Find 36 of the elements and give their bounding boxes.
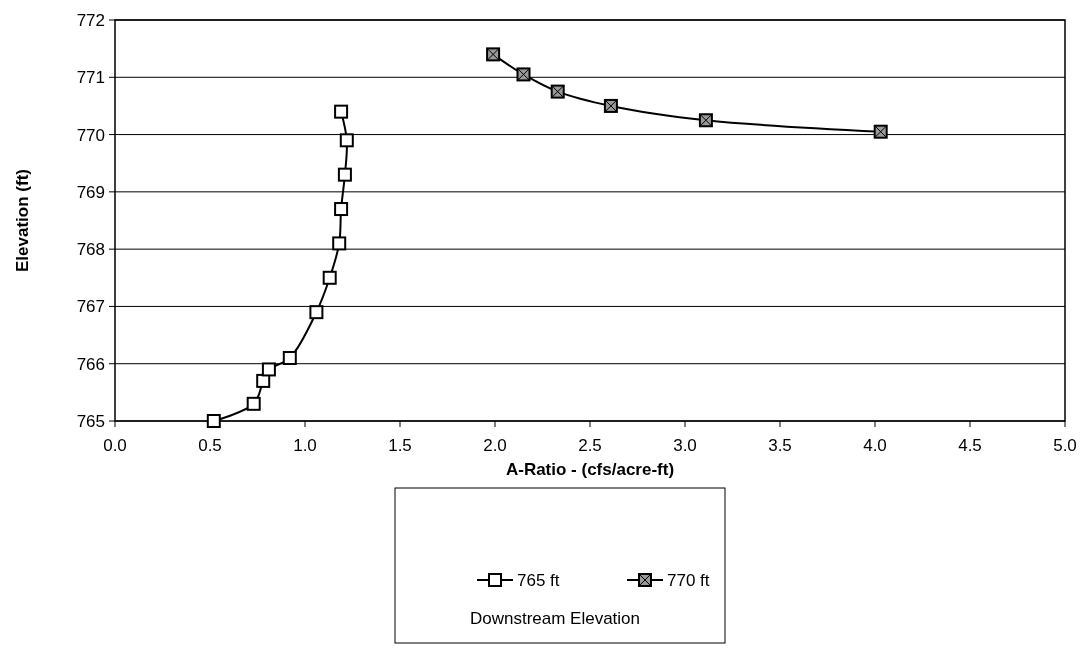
x-tick-label: 2.5: [578, 436, 602, 455]
x-tick-label: 3.5: [768, 436, 792, 455]
y-tick-label: 772: [76, 10, 105, 30]
y-tick-label: 768: [76, 240, 105, 260]
legend-title: Downstream Elevation: [469, 609, 641, 628]
x-axis-title: A-Ratio - (cfs/acre-ft): [505, 460, 675, 479]
legend-label: 770 ft: [667, 570, 710, 590]
y-tick-label: 766: [76, 354, 105, 374]
x-tick-label: 0.5: [198, 436, 222, 455]
point: [246, 396, 261, 411]
x-tick-label: 4.5: [958, 436, 982, 455]
x-tick-label: 5.0: [1053, 436, 1077, 455]
x-tick-label: 1.0: [293, 436, 317, 455]
point: [322, 270, 337, 285]
y-tick-label: 771: [76, 68, 105, 88]
point: [256, 373, 271, 388]
y-axis-title: Elevation (ft): [13, 169, 32, 272]
point: [334, 104, 349, 119]
x-tick-label: 0.0: [103, 436, 127, 455]
legend-label: 765 ft: [517, 570, 560, 590]
point: [337, 167, 352, 182]
point: [309, 305, 324, 320]
point: [334, 202, 349, 217]
x-tick-label: 4.0: [863, 436, 887, 455]
y-tick-label: 765: [76, 411, 105, 431]
y-tick-label: 767: [76, 297, 105, 317]
point: [261, 362, 276, 377]
x-tick-label: 2.0: [483, 436, 507, 455]
y-tick-label: 769: [76, 182, 105, 202]
point: [206, 414, 221, 428]
x-tick-label: 3.0: [673, 436, 697, 455]
y-tick-label: 770: [76, 125, 105, 145]
point: [339, 133, 354, 148]
x-tick-label: 1.5: [388, 436, 412, 455]
point: [332, 236, 347, 251]
point: [282, 350, 297, 365]
